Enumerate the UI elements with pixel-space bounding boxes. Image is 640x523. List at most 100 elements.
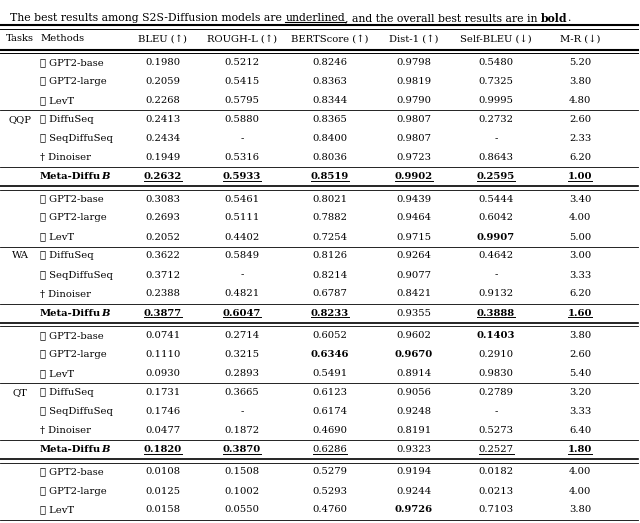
Text: 0.3877: 0.3877 (144, 309, 182, 317)
Text: 0.7882: 0.7882 (312, 213, 348, 222)
Text: ★ LevT: ★ LevT (40, 506, 74, 515)
Text: 0.9902: 0.9902 (395, 172, 433, 181)
Text: Tasks: Tasks (6, 35, 34, 43)
Text: 0.3083: 0.3083 (145, 195, 180, 203)
Text: 0.4402: 0.4402 (225, 233, 260, 242)
Text: 0.6346: 0.6346 (311, 350, 349, 359)
Text: 0.2527: 0.2527 (479, 445, 513, 454)
Text: 0.8643: 0.8643 (479, 153, 513, 162)
Text: 0.1731: 0.1731 (145, 388, 180, 397)
Text: 0.6787: 0.6787 (312, 290, 348, 299)
Text: 0.1508: 0.1508 (225, 468, 260, 476)
Text: 0.5461: 0.5461 (225, 195, 260, 203)
Text: † Dinoiser: † Dinoiser (40, 426, 91, 435)
Text: M-R (↓): M-R (↓) (560, 35, 600, 43)
Text: 0.8246: 0.8246 (312, 58, 348, 67)
Text: 0.9819: 0.9819 (396, 77, 431, 86)
Text: 0.6174: 0.6174 (312, 407, 348, 416)
Text: 0.0741: 0.0741 (145, 331, 180, 340)
Text: 0.9726: 0.9726 (395, 506, 433, 515)
Text: 0.9248: 0.9248 (396, 407, 431, 416)
Text: ★ GPT2-base: ★ GPT2-base (40, 468, 104, 476)
Text: 0.1949: 0.1949 (145, 153, 180, 162)
Text: 0.9807: 0.9807 (397, 134, 431, 143)
Text: 0.5316: 0.5316 (225, 153, 259, 162)
Text: 0.2714: 0.2714 (225, 331, 260, 340)
Text: 0.6042: 0.6042 (479, 213, 513, 222)
Text: 0.9715: 0.9715 (396, 233, 431, 242)
Text: ★ GPT2-large: ★ GPT2-large (40, 350, 107, 359)
Text: 0.2268: 0.2268 (145, 96, 180, 105)
Text: Self-BLEU (↓): Self-BLEU (↓) (460, 35, 532, 43)
Text: 0.2632: 0.2632 (144, 172, 182, 181)
Text: 6.20: 6.20 (569, 290, 591, 299)
Text: 0.5279: 0.5279 (312, 468, 348, 476)
Text: ★ GPT2-base: ★ GPT2-base (40, 195, 104, 203)
Text: 0.0213: 0.0213 (479, 486, 513, 495)
Text: 5.00: 5.00 (569, 233, 591, 242)
Text: 0.9464: 0.9464 (396, 213, 431, 222)
Text: 1.80: 1.80 (568, 445, 592, 454)
Text: 0.8191: 0.8191 (396, 426, 431, 435)
Text: 3.80: 3.80 (569, 506, 591, 515)
Text: 0.5111: 0.5111 (224, 213, 260, 222)
Text: 0.5415: 0.5415 (225, 77, 260, 86)
Text: 0.5933: 0.5933 (223, 172, 261, 181)
Text: † Dinoiser: † Dinoiser (40, 153, 91, 162)
Text: 6.40: 6.40 (569, 426, 591, 435)
Text: 0.8036: 0.8036 (312, 153, 348, 162)
Text: 3.20: 3.20 (569, 388, 591, 397)
Text: 0.9995: 0.9995 (479, 96, 513, 105)
Text: The best results among S2S-Diffusion models are: The best results among S2S-Diffusion mod… (10, 13, 285, 23)
Text: 0.9264: 0.9264 (397, 252, 431, 260)
Text: WA: WA (12, 252, 29, 260)
Text: B: B (101, 172, 109, 181)
Text: 0.8021: 0.8021 (312, 195, 348, 203)
Text: 0.2413: 0.2413 (145, 115, 180, 124)
Text: B: B (101, 445, 109, 454)
Text: 3.40: 3.40 (569, 195, 591, 203)
Text: 0.9355: 0.9355 (397, 309, 431, 317)
Text: ★ GPT2-base: ★ GPT2-base (40, 331, 104, 340)
Text: 2.60: 2.60 (569, 350, 591, 359)
Text: 0.9056: 0.9056 (397, 388, 431, 397)
Text: 0.8233: 0.8233 (311, 309, 349, 317)
Text: 0.9077: 0.9077 (397, 270, 431, 279)
Text: 0.5444: 0.5444 (478, 195, 514, 203)
Text: Meta-Diffu: Meta-Diffu (40, 445, 101, 454)
Text: 0.1002: 0.1002 (225, 486, 260, 495)
Text: ★ GPT2-large: ★ GPT2-large (40, 213, 107, 222)
Text: , and the overall best results are in: , and the overall best results are in (345, 13, 541, 23)
Text: 5.20: 5.20 (569, 58, 591, 67)
Text: 0.5212: 0.5212 (225, 58, 260, 67)
Text: ★ SeqDiffuSeq: ★ SeqDiffuSeq (40, 270, 113, 279)
Text: 0.4642: 0.4642 (479, 252, 513, 260)
Text: 0.9830: 0.9830 (479, 369, 513, 378)
Text: ★ DiffuSeq: ★ DiffuSeq (40, 252, 93, 260)
Text: 0.4690: 0.4690 (312, 426, 348, 435)
Text: ★ SeqDiffuSeq: ★ SeqDiffuSeq (40, 134, 113, 143)
Text: 0.9798: 0.9798 (397, 58, 431, 67)
Text: 0.7254: 0.7254 (312, 233, 348, 242)
Text: 0.8519: 0.8519 (311, 172, 349, 181)
Text: QT: QT (13, 388, 28, 397)
Text: -: - (494, 270, 498, 279)
Text: 3.80: 3.80 (569, 77, 591, 86)
Text: Meta-Diffu: Meta-Diffu (40, 172, 101, 181)
Text: 0.9907: 0.9907 (477, 233, 515, 242)
Text: 0.1820: 0.1820 (144, 445, 182, 454)
Text: 3.33: 3.33 (569, 270, 591, 279)
Text: 0.0477: 0.0477 (145, 426, 180, 435)
Text: 0.8400: 0.8400 (312, 134, 348, 143)
Text: 0.9807: 0.9807 (397, 115, 431, 124)
Text: † Dinoiser: † Dinoiser (40, 290, 91, 299)
Text: 0.4760: 0.4760 (312, 506, 348, 515)
Text: 4.80: 4.80 (569, 96, 591, 105)
Text: 0.5480: 0.5480 (479, 58, 513, 67)
Text: 0.8363: 0.8363 (312, 77, 348, 86)
Text: 0.8344: 0.8344 (312, 96, 348, 105)
Text: ROUGH-L (↑): ROUGH-L (↑) (207, 35, 277, 43)
Text: 0.7325: 0.7325 (479, 77, 513, 86)
Text: 0.1403: 0.1403 (477, 331, 515, 340)
Text: ★ GPT2-base: ★ GPT2-base (40, 58, 104, 67)
